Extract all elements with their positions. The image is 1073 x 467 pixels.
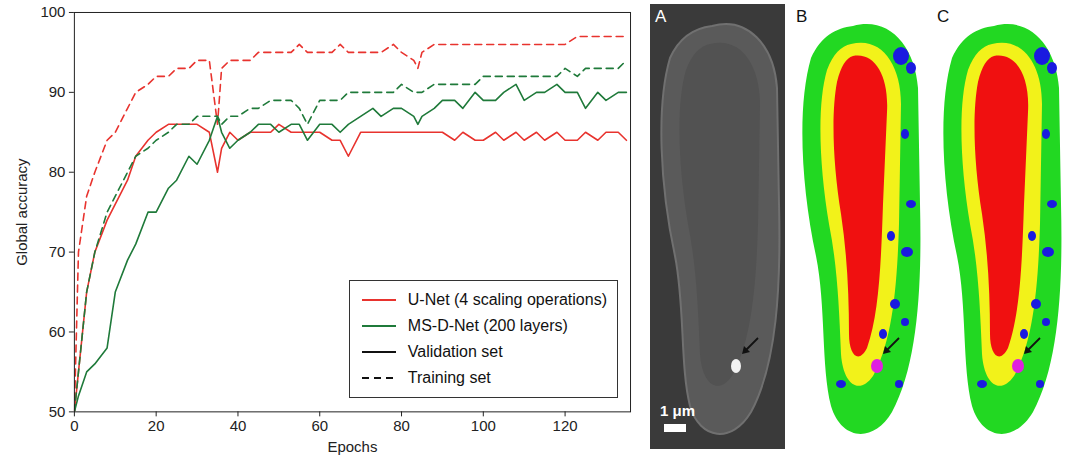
html-text:U-Net (4 scaling operations): U-Net (4 scaling operations) [407,291,607,308]
html-text:Training set: Training set [407,369,491,386]
svg-text:50: 50 [49,403,66,420]
svg-text:80: 80 [49,163,66,180]
svg-text:0: 0 [70,417,78,434]
svg-text:80: 80 [393,417,410,434]
svg-text:60: 60 [311,417,328,434]
svg-text:90: 90 [49,83,66,100]
svg-text:60: 60 [49,323,66,340]
svg-text:Epochs: Epochs [327,438,377,455]
svg-text:120: 120 [553,417,578,434]
svg-text:C: C [937,7,949,26]
html-text:Validation set: Validation set [407,343,503,360]
svg-text:20: 20 [148,417,165,434]
svg-text:100: 100 [40,3,65,20]
svg-text:A: A [655,7,667,26]
html-text:MS-D-Net (200 layers): MS-D-Net (200 layers) [407,317,568,334]
svg-text:100: 100 [471,417,496,434]
svg-text:1 μm: 1 μm [660,402,695,419]
svg-text:40: 40 [230,417,247,434]
svg-text:Global accuracy: Global accuracy [13,158,30,266]
svg-text:B: B [796,7,807,26]
svg-text:70: 70 [49,243,66,260]
